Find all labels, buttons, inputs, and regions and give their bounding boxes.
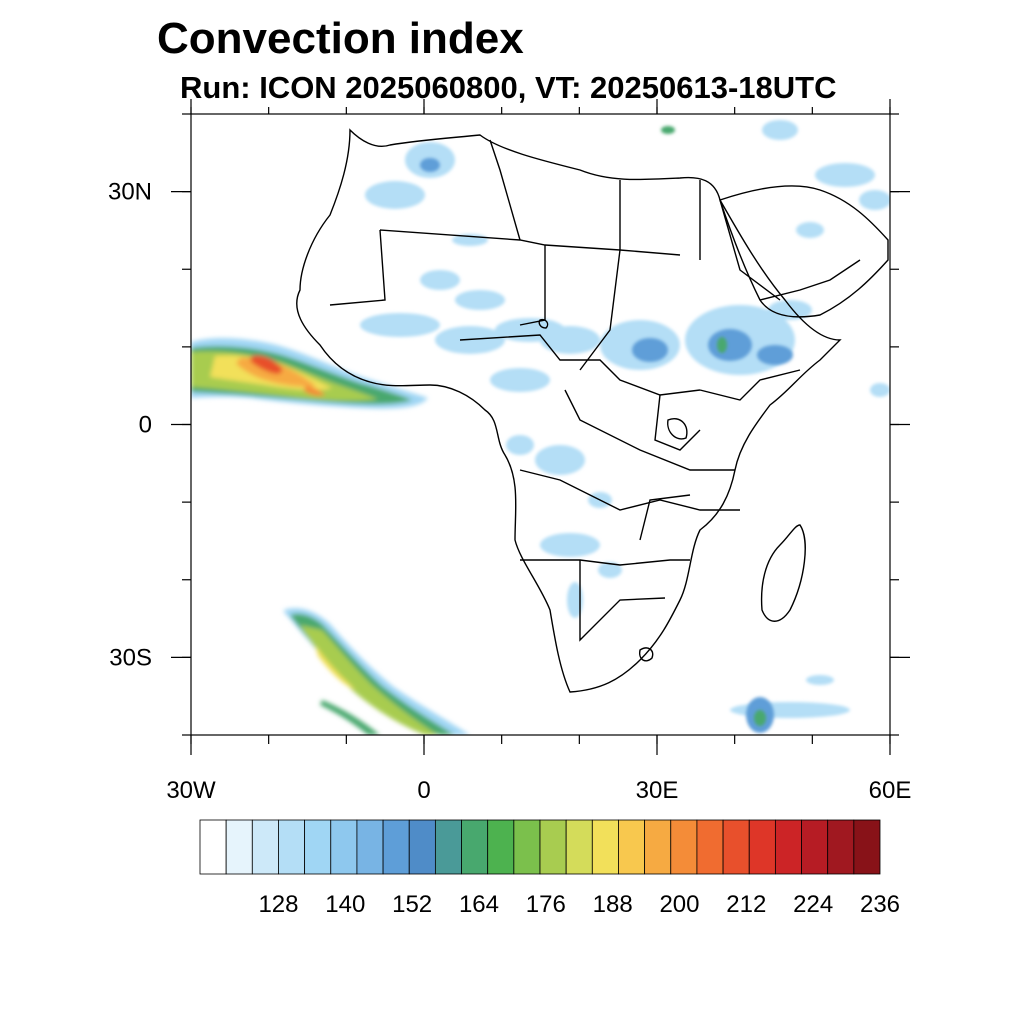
- colorbar: 128 140 152 164 176 188 200 212 224 236: [199, 819, 900, 918]
- border-9: [520, 559, 690, 566]
- x-tick-label: 60E: [869, 777, 912, 804]
- border-7: [564, 389, 735, 471]
- colorbar-swatch: [408, 819, 436, 875]
- colorbar-label: 152: [392, 891, 432, 918]
- colorbar-swatch: [225, 819, 253, 875]
- convection-field-layer: [191, 120, 890, 735]
- colorbar-swatch: [330, 819, 358, 875]
- y-tick-label: 0: [139, 412, 152, 439]
- colorbar-swatch: [199, 819, 227, 875]
- colorbar-swatch: [722, 819, 750, 875]
- colorbar-label: 236: [860, 891, 900, 918]
- y-tick-label: 30N: [108, 179, 152, 206]
- africa-coastline: [296, 128, 842, 693]
- colorbar-swatch: [251, 819, 279, 875]
- border-16: [759, 259, 861, 301]
- colorbar-swatch: [670, 819, 698, 875]
- colorbar-swatch: [461, 819, 489, 875]
- colorbar-label: 164: [459, 891, 499, 918]
- colorbar-swatch: [774, 819, 802, 875]
- chart-title: Convection index: [157, 14, 524, 63]
- lake-chad: [538, 318, 549, 329]
- colorbar-swatch: [801, 819, 829, 875]
- south-atlantic-front: [284, 608, 470, 735]
- lesotho: [638, 647, 654, 662]
- colorbar-label: 200: [659, 891, 699, 918]
- arabia-coast: [719, 185, 889, 318]
- colorbar-swatch: [539, 819, 567, 875]
- x-tick-label: 30W: [166, 777, 216, 804]
- colorbar-swatch: [487, 819, 515, 875]
- tropical-atlantic-band: [191, 338, 428, 409]
- colorbar-label: 188: [593, 891, 633, 918]
- colorbar-swatch: [434, 819, 462, 875]
- strong-convection: [661, 126, 766, 726]
- colorbar-swatch: [644, 819, 672, 875]
- y-tick-label: 30S: [109, 644, 152, 671]
- colorbar-swatch: [513, 819, 541, 875]
- border-8: [519, 469, 740, 511]
- lake-victoria: [667, 418, 688, 440]
- colorbar-swatch: [356, 819, 384, 875]
- colorbar-swatch: [278, 819, 306, 875]
- colorbar-label: 176: [526, 891, 566, 918]
- colorbar-swatch: [618, 819, 646, 875]
- map-ocean: [191, 114, 890, 735]
- border-13: [654, 394, 701, 451]
- colorbar-swatch: [748, 819, 776, 875]
- colorbar-label: 140: [325, 891, 365, 918]
- x-tick-label: 30E: [636, 777, 679, 804]
- colorbar-swatch: [853, 819, 881, 875]
- colorbar-label: 212: [726, 891, 766, 918]
- border-11: [639, 494, 691, 541]
- colorbar-label: 224: [793, 891, 833, 918]
- map-axes: 30W 0 30E 60E 30N 0 30S: [108, 99, 911, 804]
- colorbar-label: 128: [258, 891, 298, 918]
- x-tick-label: 0: [417, 777, 430, 804]
- colorbar-swatch: [565, 819, 593, 875]
- chart-subtitle: Run: ICON 2025060800, VT: 20250613-18UTC: [180, 70, 837, 105]
- coastlines-and-borders: [296, 128, 889, 693]
- border-10: [579, 560, 666, 642]
- border-12: [699, 369, 801, 401]
- border-14: [719, 199, 781, 301]
- colorbar-swatch: [827, 819, 855, 875]
- border-4: [579, 180, 621, 371]
- border-3: [489, 139, 521, 241]
- colorbar-swatch: [304, 819, 332, 875]
- colorbar-swatch: [382, 819, 410, 875]
- border-2: [329, 229, 386, 306]
- colorbar-swatch: [696, 819, 724, 875]
- moderate-convection: [420, 158, 793, 733]
- colorbar-swatch: [591, 819, 619, 875]
- madagascar-coast: [760, 524, 806, 622]
